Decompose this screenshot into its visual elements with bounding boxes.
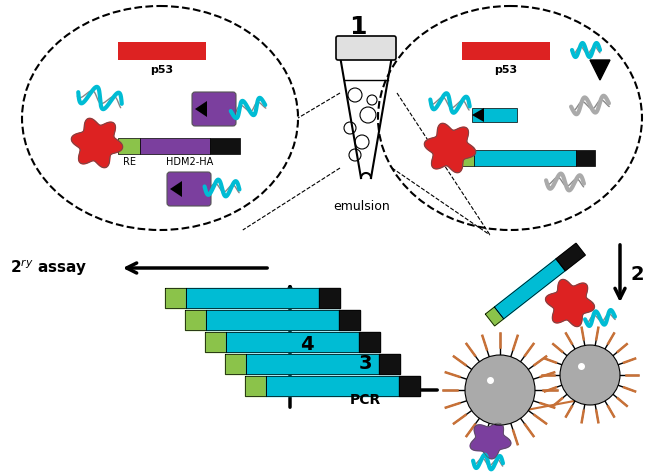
Text: 3: 3 xyxy=(358,354,372,373)
Polygon shape xyxy=(185,310,206,330)
Polygon shape xyxy=(205,332,226,352)
Polygon shape xyxy=(545,279,595,327)
FancyBboxPatch shape xyxy=(210,138,240,154)
Polygon shape xyxy=(495,259,566,319)
Text: emulsion: emulsion xyxy=(333,200,391,213)
Polygon shape xyxy=(424,123,476,173)
Text: PCR: PCR xyxy=(350,393,381,407)
Text: 4: 4 xyxy=(300,336,313,355)
Ellipse shape xyxy=(22,6,298,230)
Polygon shape xyxy=(339,310,360,330)
Polygon shape xyxy=(225,354,246,374)
FancyBboxPatch shape xyxy=(576,150,595,166)
Polygon shape xyxy=(195,101,207,117)
Polygon shape xyxy=(486,307,504,326)
Text: 2: 2 xyxy=(630,266,644,285)
Text: HDM2-HA: HDM2-HA xyxy=(166,157,214,167)
Polygon shape xyxy=(379,354,400,374)
Ellipse shape xyxy=(378,6,642,230)
Polygon shape xyxy=(165,288,186,308)
Polygon shape xyxy=(399,376,420,396)
Polygon shape xyxy=(226,332,359,352)
Text: p53: p53 xyxy=(150,65,174,75)
FancyBboxPatch shape xyxy=(460,150,473,166)
FancyBboxPatch shape xyxy=(473,150,576,166)
FancyBboxPatch shape xyxy=(118,42,206,60)
Polygon shape xyxy=(206,310,339,330)
Polygon shape xyxy=(170,181,182,197)
Text: RE: RE xyxy=(122,157,135,167)
Polygon shape xyxy=(246,354,379,374)
Polygon shape xyxy=(72,119,123,168)
Text: p53: p53 xyxy=(495,65,517,75)
Polygon shape xyxy=(556,243,585,271)
Polygon shape xyxy=(245,376,266,396)
Polygon shape xyxy=(266,376,399,396)
Text: 1: 1 xyxy=(349,15,367,39)
FancyBboxPatch shape xyxy=(140,138,210,154)
Text: 2$^{ry}$ assay: 2$^{ry}$ assay xyxy=(10,258,88,278)
FancyBboxPatch shape xyxy=(167,172,211,206)
Polygon shape xyxy=(319,288,340,308)
Polygon shape xyxy=(590,60,610,80)
FancyBboxPatch shape xyxy=(192,92,236,126)
FancyBboxPatch shape xyxy=(462,42,550,60)
Circle shape xyxy=(560,345,620,405)
Polygon shape xyxy=(470,423,511,459)
FancyBboxPatch shape xyxy=(472,108,517,122)
FancyBboxPatch shape xyxy=(336,36,396,60)
Polygon shape xyxy=(472,108,484,122)
FancyBboxPatch shape xyxy=(118,138,140,154)
Polygon shape xyxy=(186,288,319,308)
Polygon shape xyxy=(359,332,380,352)
Circle shape xyxy=(465,355,535,425)
